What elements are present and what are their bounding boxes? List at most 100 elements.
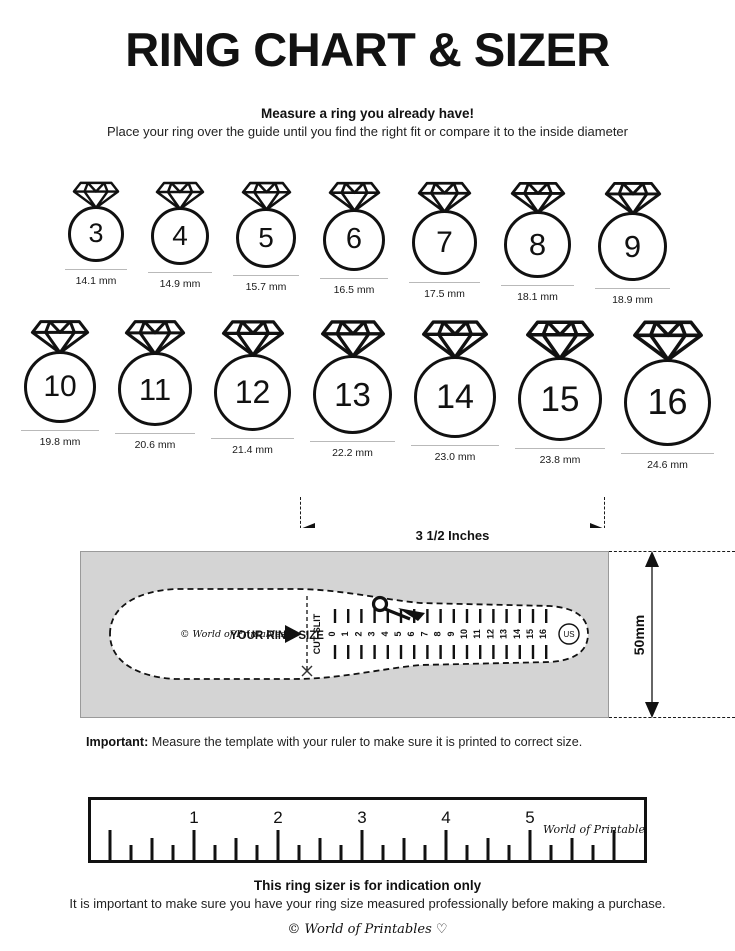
ring-icon: 14 [414, 318, 496, 439]
ring-size-circle[interactable]: 4 [151, 207, 209, 265]
important-note: Important: Measure the template with you… [86, 735, 686, 749]
scale-number: 11 [472, 629, 482, 639]
diamond-icon [241, 181, 291, 211]
ring-diameter-label: 15.7 mm [245, 280, 287, 293]
ring-size-circle[interactable]: 14 [414, 356, 496, 439]
ring-diameter-label: 20.6 mm [134, 439, 176, 452]
diamond-icon [526, 320, 594, 361]
diamond-icon [30, 320, 90, 355]
ring-size-item[interactable]: 11 20.6 mm [115, 318, 195, 471]
ring-size-circle[interactable]: 16 [624, 358, 711, 446]
scale-number: 14 [512, 629, 522, 639]
diamond-icon [320, 320, 385, 358]
diamond-icon [632, 320, 703, 362]
us-marker-label: US [563, 630, 574, 639]
direction-arrow-icon [285, 625, 302, 643]
scale-number: 15 [525, 629, 535, 639]
divider [621, 452, 714, 454]
important-label: Important: [86, 735, 149, 749]
scale-number: 13 [499, 629, 509, 639]
extension-line-top [609, 551, 735, 552]
scissors-icon [371, 595, 425, 621]
ring-size-item[interactable]: 13 22.2 mm [310, 318, 395, 471]
scale-number: 6 [406, 631, 416, 636]
ring-size-circle[interactable]: 5 [236, 207, 296, 268]
ring-diameter-label: 19.8 mm [39, 436, 81, 449]
ring-size-item[interactable]: 4 14.9 mm [148, 180, 212, 306]
ring-size-item[interactable]: 3 14.1 mm [65, 180, 127, 306]
ring-sizer-cutout: 0 1 2 3 4 5 6 7 8 9 10 11 12 13 14 15 16 US © World of P… [109, 588, 589, 680]
ring-icon: 11 [118, 318, 192, 427]
ring-size-circle[interactable]: 6 [323, 208, 385, 271]
diamond-icon [417, 181, 472, 214]
ring-size-circle[interactable]: 11 [118, 352, 192, 427]
ring-size-item[interactable]: 14 23.0 mm [411, 318, 499, 471]
ring-size-circle[interactable]: 10 [24, 351, 96, 424]
ring-size-item[interactable]: 6 16.5 mm [320, 180, 388, 306]
ring-size-row-2: 10 19.8 mm 11 20.6 mm 12 21.4 mm 13 22.2 mm 14 23… [0, 318, 735, 471]
ring-icon: 9 [598, 180, 667, 281]
ruler-ticks [108, 830, 616, 860]
ruler-number: 3 [357, 808, 366, 827]
ring-size-item[interactable]: 8 18.1 mm [501, 180, 574, 306]
ruler-graphic: 1 2 3 4 5 World of Printables ♡ [88, 797, 664, 863]
ring-size-circle[interactable]: 9 [598, 211, 667, 281]
ruler-brand-label: World of Printables ♡ [543, 823, 647, 836]
height-arrow-icon [645, 551, 659, 718]
ring-icon: 5 [236, 180, 296, 268]
ring-size-circle[interactable]: 13 [313, 354, 392, 434]
ring-icon: 16 [624, 318, 711, 446]
divider [211, 437, 294, 439]
important-text: Measure the template with your ruler to … [148, 735, 583, 749]
extension-line-bottom [609, 717, 735, 718]
diamond-icon [124, 320, 186, 356]
ring-icon: 12 [214, 318, 291, 431]
ruler-numbers: 1 2 3 4 5 [189, 808, 534, 827]
ring-diameter-label: 18.9 mm [612, 293, 653, 306]
ring-size-circle[interactable]: 7 [412, 210, 477, 276]
ring-size-circle[interactable]: 3 [68, 205, 124, 262]
divider [65, 268, 127, 270]
scale-number: 1 [340, 631, 350, 636]
ring-size-item[interactable]: 16 24.6 mm [621, 318, 714, 471]
ring-diameter-label: 21.4 mm [232, 443, 273, 456]
ring-icon: 3 [68, 180, 124, 262]
ring-scale-ticks: 0 1 2 3 4 5 6 7 8 9 10 11 12 13 14 15 16 [327, 609, 548, 659]
ring-diameter-label: 23.8 mm [539, 454, 581, 467]
divider [21, 430, 99, 432]
scale-number: 16 [538, 629, 548, 639]
subtitle-regular: Place your ring over the guide until you… [106, 124, 628, 139]
divider [148, 272, 212, 273]
ring-size-item[interactable]: 5 15.7 mm [233, 180, 299, 306]
ring-icon: 13 [313, 318, 392, 434]
height-dimension-text: 50mm [629, 611, 649, 658]
cut-slit-x-marker [301, 665, 313, 677]
divider [320, 277, 388, 279]
us-marker-circle [558, 623, 580, 645]
ruler-number: 1 [189, 808, 198, 827]
scale-number: 2 [353, 631, 363, 636]
divider [595, 287, 670, 289]
ring-size-item[interactable]: 9 18.9 mm [595, 180, 670, 306]
diamond-icon [328, 181, 380, 213]
ring-size-item[interactable]: 10 19.8 mm [21, 318, 99, 471]
ring-diameter-label: 14.1 mm [75, 274, 117, 287]
scale-number: 0 [327, 631, 337, 636]
divider [501, 284, 574, 286]
extension-line-left [300, 497, 301, 543]
ring-diameter-label: 22.2 mm [332, 446, 373, 459]
ring-size-circle[interactable]: 8 [504, 210, 571, 278]
scale-number: 9 [446, 631, 456, 636]
ring-size-circle[interactable]: 12 [214, 353, 291, 431]
ring-size-item[interactable]: 7 17.5 mm [409, 180, 480, 306]
width-dimension-label: 3 1/2 Inches [300, 528, 605, 543]
divider [515, 448, 605, 450]
ring-size-item[interactable]: 15 23.8 mm [515, 318, 605, 471]
divider [115, 433, 195, 435]
ring-size-item[interactable]: 12 21.4 mm [211, 318, 294, 471]
ring-size-circle[interactable]: 15 [518, 357, 602, 442]
ring-icon: 4 [151, 180, 209, 265]
divider [233, 274, 299, 276]
ring-diameter-label: 23.0 mm [434, 451, 476, 464]
